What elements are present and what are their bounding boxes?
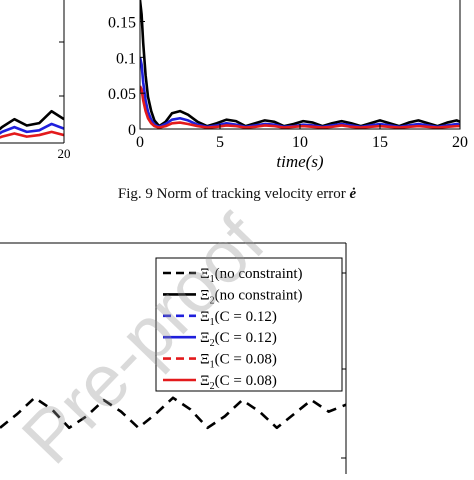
right-x-tick-label-4: 20 [452, 134, 468, 151]
legend-text-0: (no constraint) [215, 266, 303, 282]
right-y-tick-label-2: 0.1 [116, 50, 136, 67]
right-series-line-0 [140, 0, 460, 128]
right-series-line-2 [140, 85, 460, 129]
legend-subscript-5: 2 [210, 381, 215, 392]
legend-subscript-4: 1 [210, 360, 215, 371]
legend-symbol-5: Ξ [200, 373, 210, 389]
figure-caption: Fig. 9 Norm of tracking velocity error ė [0, 186, 474, 203]
bottom-series-group [0, 396, 346, 430]
left-partial-series-group [0, 109, 64, 139]
right-y-tick-label-3: 0.15 [108, 15, 136, 32]
legend-text-4: (C = 0.08) [215, 352, 277, 368]
right-series-line-1 [140, 57, 460, 129]
legend-text-2: (C = 0.12) [215, 309, 277, 325]
legend-label-1: Ξ2(no constraint) [200, 287, 303, 306]
legend-text-3: (C = 0.12) [215, 330, 277, 346]
legend-subscript-1: 2 [210, 295, 215, 306]
legend-text-1: (no constraint) [215, 287, 303, 303]
legend-symbol-2: Ξ [200, 309, 210, 325]
legend-symbol-3: Ξ [200, 330, 210, 346]
right-x-tick-label-2: 10 [292, 134, 308, 151]
left-x-tick-label: 20 [58, 146, 71, 161]
legend-label-3: Ξ2(C = 0.12) [200, 330, 277, 349]
right-series-group [140, 0, 460, 129]
legend-text-5: (C = 0.08) [215, 373, 277, 389]
left-partial-series-line-0 [0, 109, 64, 131]
right-x-tick-label-3: 15 [372, 134, 388, 151]
legend-label-5: Ξ2(C = 0.08) [200, 373, 277, 392]
legend-subscript-2: 1 [210, 317, 215, 328]
right-axes-frame [139, 0, 461, 130]
left-partial-series-line-2 [0, 130, 64, 139]
legend-symbol-1: Ξ [200, 287, 210, 303]
bottom-series-line-0 [0, 396, 346, 430]
right-y-tick-label-1: 0.05 [108, 86, 136, 103]
caption-symbol: ė [349, 186, 357, 202]
legend-subscript-3: 2 [210, 338, 215, 349]
legend-label-4: Ξ1(C = 0.08) [200, 352, 277, 371]
legend: Ξ1(no constraint)Ξ2(no constraint)Ξ1(C =… [155, 257, 343, 392]
caption-text: Fig. 9 Norm of tracking velocity error [117, 186, 346, 202]
left-partial-series-line-1 [0, 122, 64, 135]
right-x-axis-label: time(s) [276, 152, 324, 171]
right-y-tick-label-0: 0 [128, 122, 136, 139]
right-x-tick-label-0: 0 [136, 134, 144, 151]
legend-box [155, 257, 343, 392]
right-x-tick-label-1: 5 [216, 134, 224, 151]
legend-subscript-0: 1 [210, 274, 215, 285]
legend-label-0: Ξ1(no constraint) [200, 266, 303, 285]
legend-symbol-0: Ξ [200, 266, 210, 282]
legend-symbol-4: Ξ [200, 352, 210, 368]
legend-label-2: Ξ1(C = 0.12) [200, 309, 277, 328]
